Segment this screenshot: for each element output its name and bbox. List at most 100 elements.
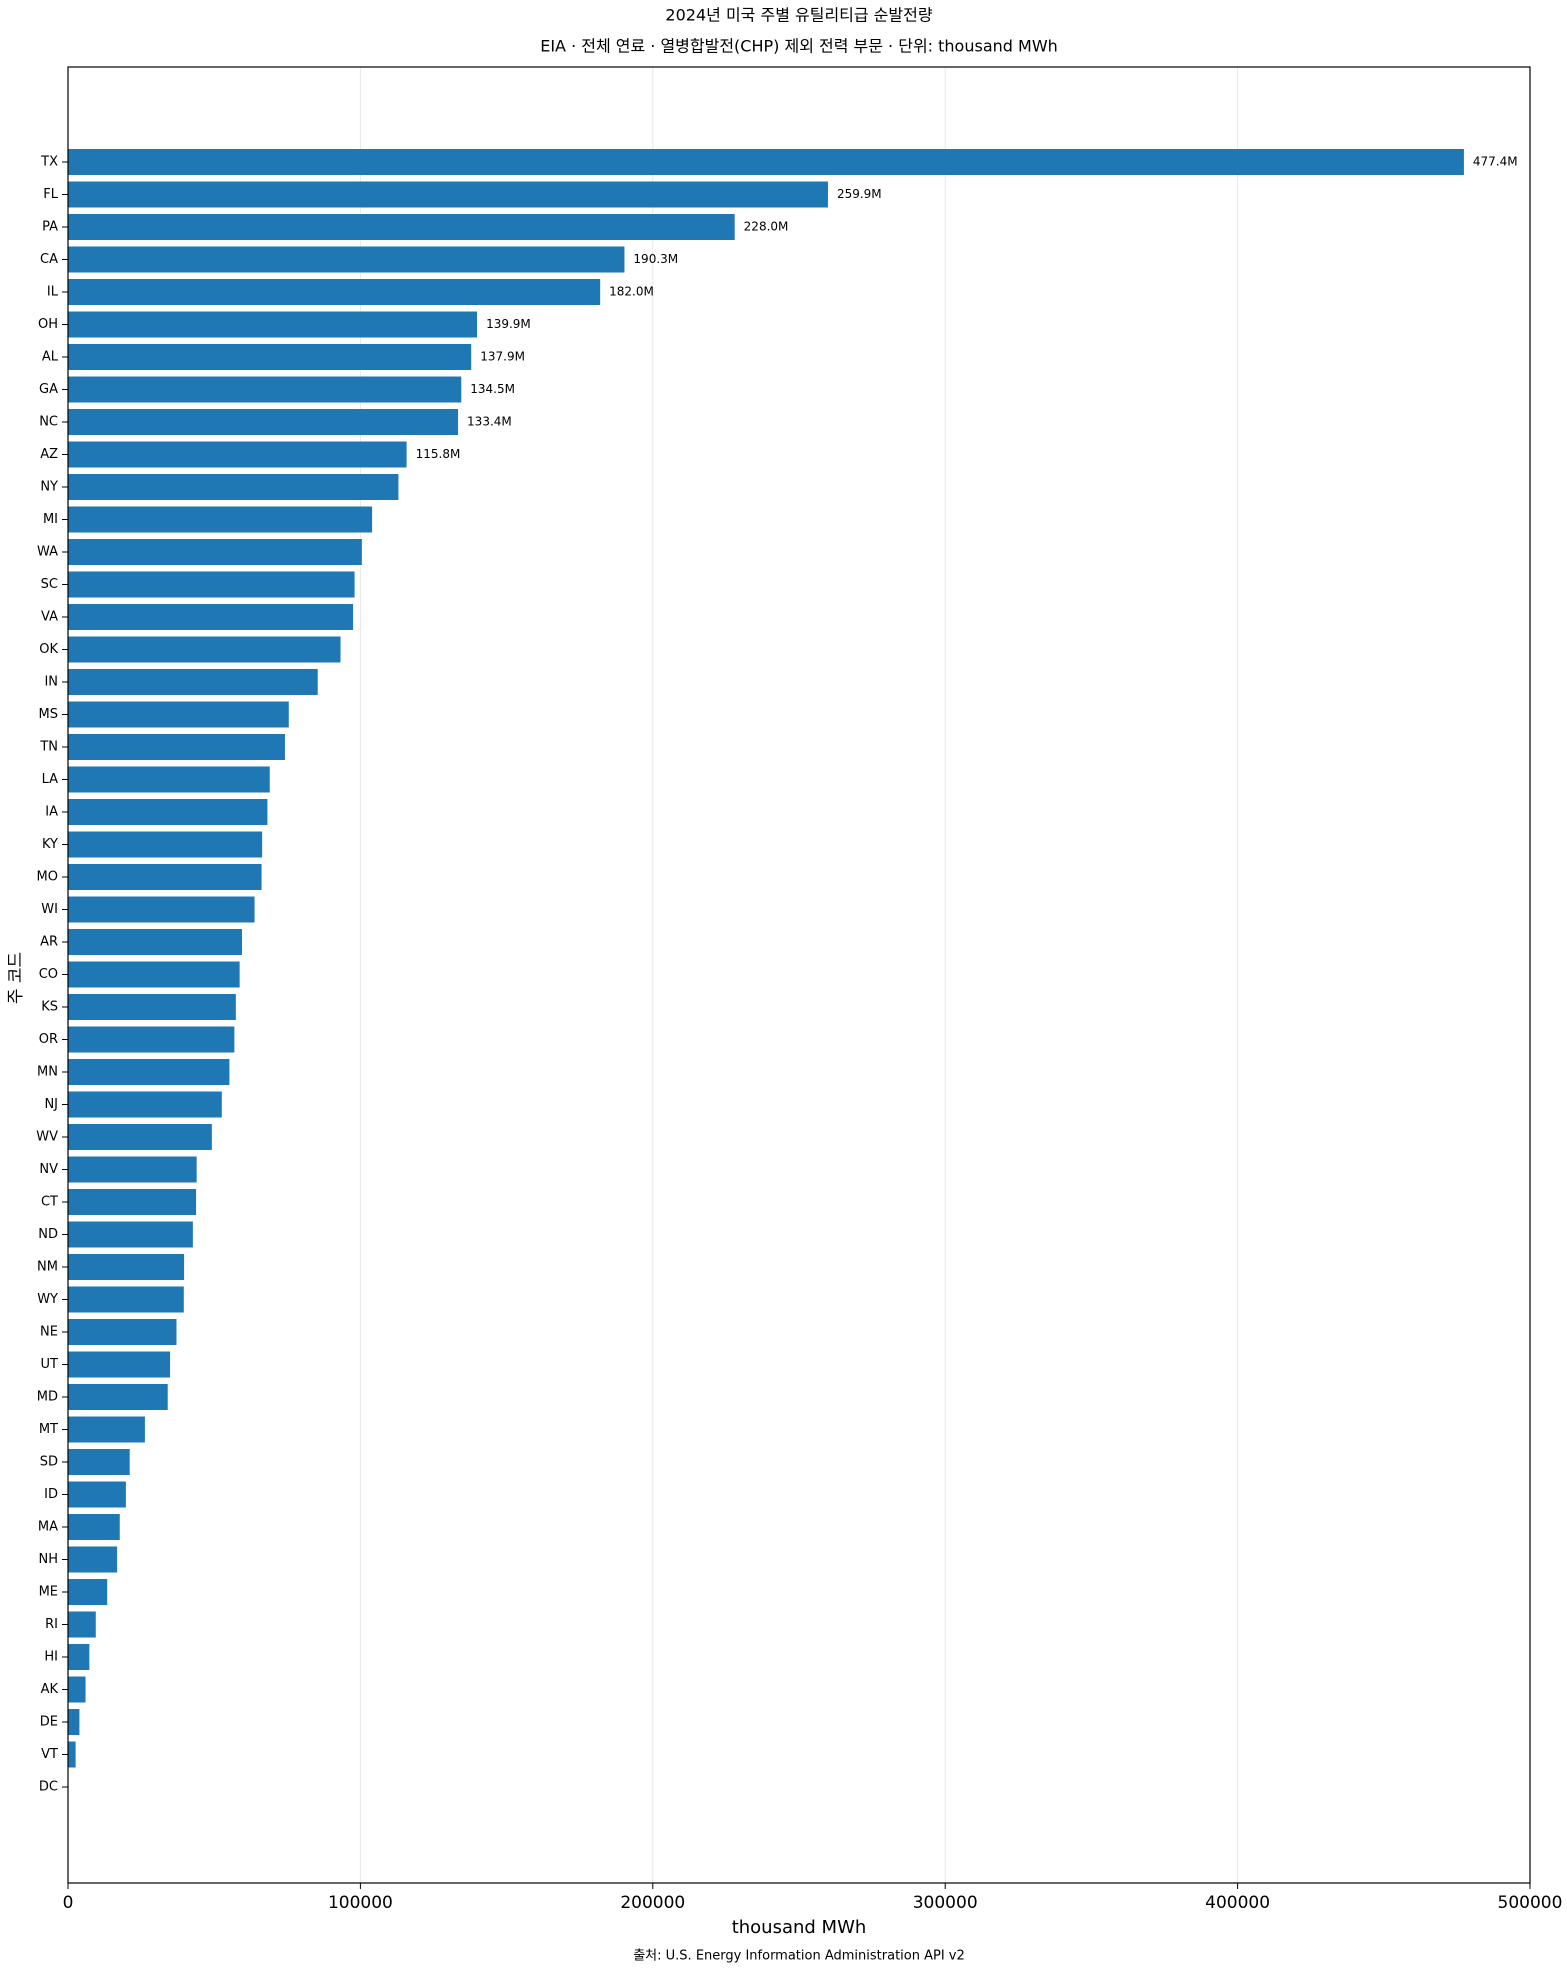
bar — [68, 1026, 235, 1053]
bar — [68, 1611, 96, 1638]
y-tick-label: UT — [41, 1357, 59, 1372]
y-tick-label: ID — [44, 1487, 58, 1502]
value-label: 115.8M — [416, 447, 461, 461]
source-note: 출처: U.S. Energy Information Administrati… — [633, 1949, 965, 1964]
y-tick-label: MT — [39, 1422, 58, 1437]
x-tick-label: 0 — [63, 1893, 74, 1913]
y-tick-label: MI — [43, 512, 58, 527]
bar — [68, 1189, 197, 1215]
bar — [68, 1124, 212, 1150]
bar — [68, 1709, 80, 1735]
bar — [68, 1546, 118, 1573]
y-tick-label: IA — [45, 805, 58, 820]
y-tick-label: VT — [41, 1747, 58, 1762]
y-tick-label: MN — [37, 1065, 58, 1080]
y-tick-label: KS — [41, 1000, 58, 1015]
bar — [68, 994, 236, 1020]
y-tick-label: MD — [37, 1390, 58, 1405]
bar — [68, 409, 459, 435]
value-label: 139.9M — [486, 317, 531, 331]
y-tick-label: IL — [47, 285, 59, 300]
bar — [68, 474, 399, 500]
y-tick-label: OK — [39, 642, 58, 657]
y-tick-label: LA — [42, 772, 59, 787]
bar — [68, 896, 255, 923]
y-tick-label: AL — [42, 350, 59, 365]
bar — [68, 571, 355, 598]
y-tick-label: PA — [42, 220, 58, 235]
bar — [68, 1514, 120, 1540]
y-tick-label: CT — [41, 1195, 58, 1210]
chart-subtitle: EIA · 전체 연료 · 열병합발전(CHP) 제외 전력 부문 · 단위: … — [540, 37, 1058, 56]
bar — [68, 1676, 86, 1703]
bar — [68, 1221, 193, 1248]
y-tick-label: RI — [45, 1617, 58, 1632]
y-tick-label: NJ — [44, 1097, 58, 1112]
y-tick-label: WA — [37, 545, 58, 560]
y-tick-label: CO — [39, 967, 58, 982]
bar — [68, 1059, 230, 1085]
bar — [68, 376, 462, 403]
y-tick-label: MA — [38, 1520, 58, 1535]
value-label: 182.0M — [609, 285, 654, 299]
y-tick-label: WV — [36, 1130, 58, 1145]
y-tick-label: CA — [40, 252, 58, 267]
y-tick-label: TX — [40, 155, 58, 170]
y-tick-label: WI — [41, 902, 58, 917]
bar — [68, 799, 268, 825]
y-tick-label: SD — [40, 1455, 58, 1470]
y-tick-label: MS — [39, 707, 58, 722]
bar — [68, 734, 285, 760]
value-label: 477.4M — [1473, 155, 1518, 169]
y-tick-label: NE — [40, 1325, 58, 1340]
value-label: 259.9M — [837, 187, 882, 201]
y-tick-label: DE — [40, 1715, 58, 1730]
y-tick-label: NH — [39, 1552, 59, 1567]
value-label: 137.9M — [480, 350, 525, 364]
y-tick-label: NV — [39, 1162, 58, 1177]
bar — [68, 1416, 145, 1443]
y-tick-label: ND — [38, 1227, 58, 1242]
bar — [68, 246, 625, 273]
bar — [68, 864, 262, 890]
bar — [68, 1644, 90, 1670]
y-tick-label: ME — [39, 1585, 58, 1600]
x-tick-label: 400000 — [1205, 1893, 1270, 1913]
y-tick-label: GA — [39, 382, 58, 397]
x-tick-label: 300000 — [913, 1893, 978, 1913]
bar — [68, 636, 341, 663]
bar — [68, 1286, 184, 1313]
y-tick-label: AR — [40, 935, 58, 950]
bar — [68, 279, 601, 305]
value-label: 190.3M — [633, 252, 678, 266]
bar — [68, 1091, 222, 1118]
bar — [68, 344, 472, 370]
bar — [68, 669, 318, 695]
bar — [68, 149, 1464, 175]
y-tick-label: MO — [37, 870, 58, 885]
x-tick-label: 200000 — [620, 1893, 685, 1913]
y-tick-label: IN — [44, 675, 58, 690]
bar — [68, 1351, 171, 1378]
bar — [68, 506, 373, 533]
bar — [68, 214, 735, 240]
y-tick-label: NC — [39, 415, 58, 430]
bar — [68, 831, 263, 858]
y-tick-label: KY — [42, 837, 58, 852]
y-tick-label: AZ — [40, 447, 58, 462]
y-tick-label: NM — [37, 1260, 58, 1275]
y-tick-label: WY — [37, 1292, 58, 1307]
y-tick-label: AK — [41, 1682, 59, 1697]
x-tick-label: 500000 — [1498, 1893, 1563, 1913]
chart-title: 2024년 미국 주별 유틸리티급 순발전량 — [665, 6, 932, 25]
bar — [68, 1156, 197, 1183]
bar — [68, 766, 270, 793]
y-tick-label: NY — [40, 480, 58, 495]
bar — [68, 1449, 130, 1475]
bar — [68, 1481, 126, 1508]
bar — [68, 441, 407, 468]
bar — [68, 1319, 177, 1345]
bar — [68, 1384, 168, 1410]
x-axis-label: thousand MWh — [732, 1917, 867, 1938]
